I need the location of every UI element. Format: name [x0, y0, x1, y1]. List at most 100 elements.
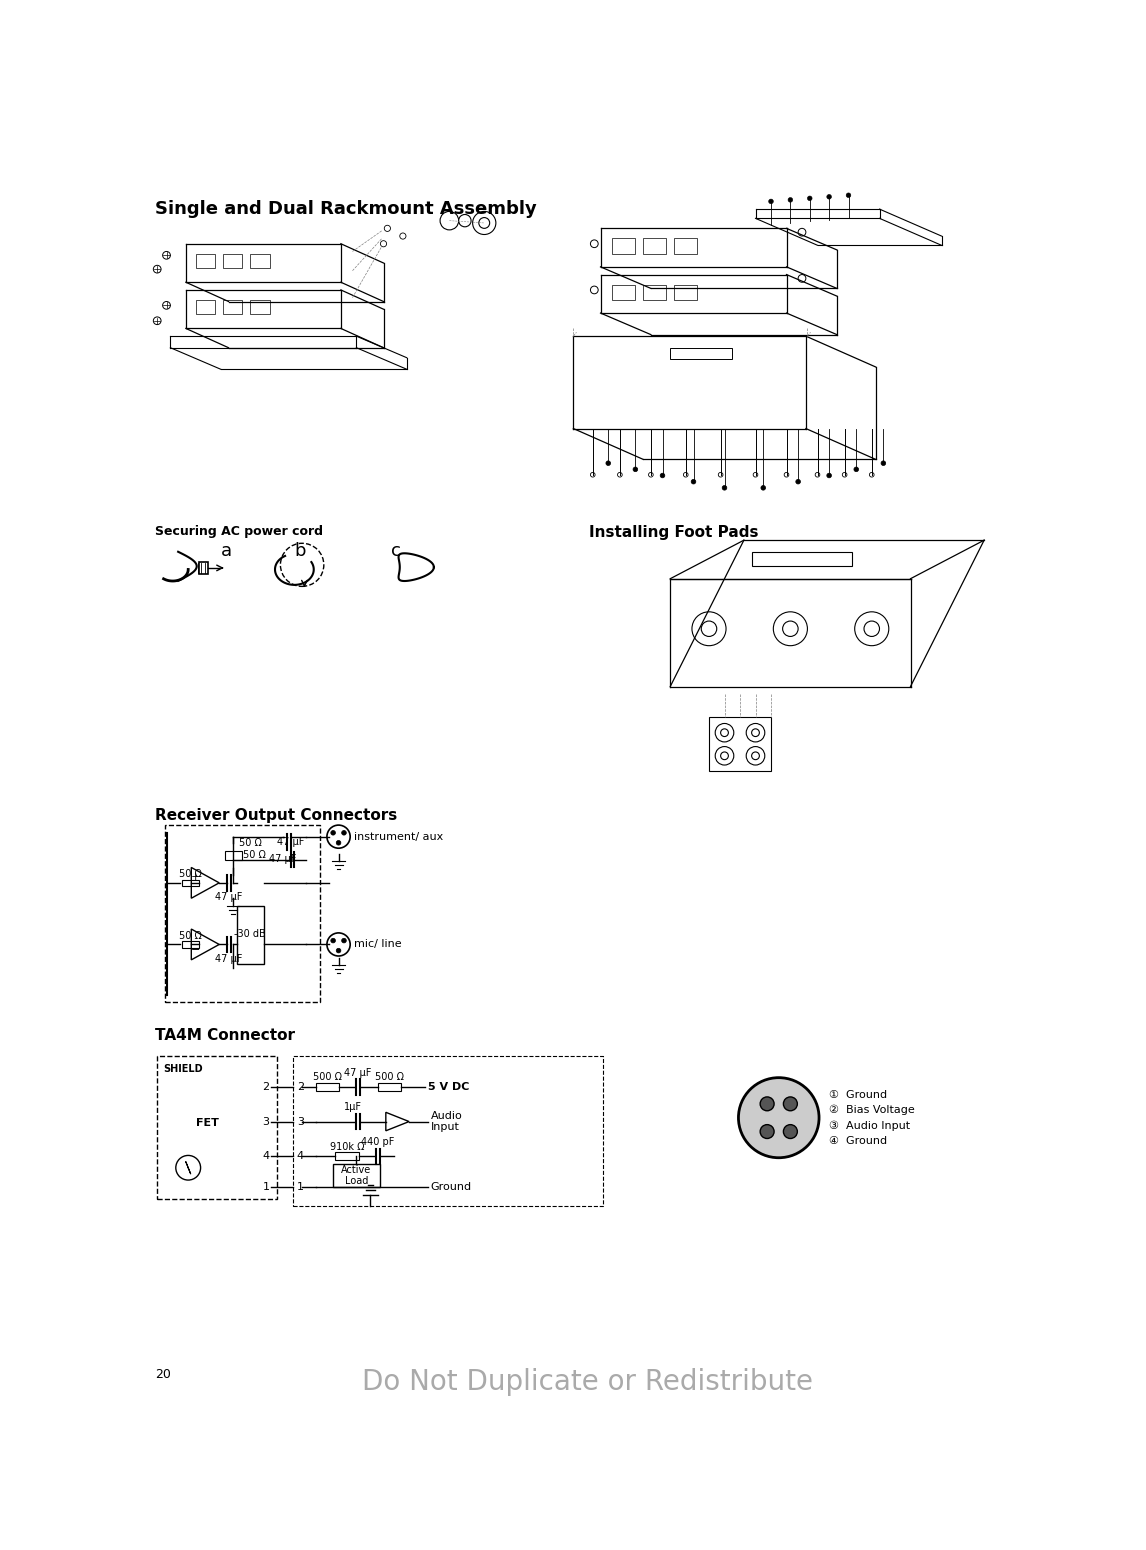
- Circle shape: [746, 724, 764, 742]
- Bar: [250, 301, 269, 313]
- Circle shape: [788, 197, 793, 202]
- Bar: [165, 825, 320, 1003]
- Circle shape: [342, 831, 346, 835]
- Bar: [196, 254, 215, 268]
- Bar: [643, 239, 666, 254]
- Text: 440 pF: 440 pF: [361, 1138, 394, 1147]
- Text: SHIELD: SHIELD: [164, 1063, 203, 1074]
- Circle shape: [590, 287, 598, 294]
- Circle shape: [336, 949, 340, 953]
- Text: 50 Ω: 50 Ω: [243, 849, 266, 860]
- Circle shape: [864, 622, 879, 637]
- Circle shape: [784, 1125, 798, 1139]
- Circle shape: [746, 747, 764, 766]
- Circle shape: [846, 192, 850, 197]
- Text: Do Not Duplicate or Redistribute: Do Not Duplicate or Redistribute: [362, 1369, 813, 1397]
- Text: 47 µF: 47 µF: [214, 953, 242, 964]
- Bar: [225, 851, 242, 860]
- Circle shape: [701, 622, 716, 637]
- Circle shape: [738, 1077, 819, 1158]
- Bar: [670, 347, 732, 360]
- Circle shape: [784, 473, 788, 477]
- Circle shape: [752, 752, 760, 760]
- Circle shape: [753, 473, 758, 477]
- Circle shape: [854, 467, 858, 471]
- Circle shape: [327, 825, 351, 848]
- Circle shape: [590, 473, 595, 477]
- Text: 3: 3: [262, 1116, 269, 1127]
- Text: Audio
Input: Audio Input: [431, 1111, 463, 1133]
- Bar: [612, 239, 635, 254]
- Circle shape: [752, 728, 760, 736]
- Text: FET: FET: [196, 1118, 219, 1128]
- Bar: [752, 552, 853, 566]
- Circle shape: [380, 240, 386, 246]
- Bar: [182, 941, 199, 947]
- Text: 3: 3: [297, 1116, 304, 1127]
- Circle shape: [769, 198, 774, 203]
- Text: 500 Ω: 500 Ω: [375, 1073, 405, 1082]
- Bar: [674, 285, 698, 301]
- Bar: [157, 1056, 277, 1198]
- Circle shape: [479, 217, 489, 228]
- Text: mic/ line: mic/ line: [354, 939, 402, 950]
- Circle shape: [683, 473, 688, 477]
- Circle shape: [154, 265, 162, 273]
- Circle shape: [440, 211, 458, 229]
- Text: ②  Bias Voltage: ② Bias Voltage: [829, 1105, 915, 1114]
- Text: 5 V DC: 5 V DC: [429, 1082, 470, 1091]
- Bar: [612, 285, 635, 301]
- Bar: [196, 301, 215, 313]
- Text: −: −: [191, 946, 201, 955]
- Bar: [250, 254, 269, 268]
- Text: 4: 4: [262, 1152, 269, 1161]
- Text: Ground: Ground: [431, 1183, 472, 1192]
- Circle shape: [154, 316, 162, 324]
- Bar: [674, 239, 698, 254]
- Circle shape: [715, 747, 733, 766]
- Bar: [378, 1083, 401, 1091]
- Circle shape: [783, 622, 798, 637]
- Circle shape: [719, 473, 723, 477]
- Circle shape: [331, 938, 336, 942]
- Circle shape: [721, 728, 729, 736]
- Circle shape: [808, 195, 813, 200]
- Circle shape: [855, 612, 889, 646]
- Text: 1: 1: [297, 1183, 304, 1192]
- Circle shape: [715, 724, 733, 742]
- Bar: [316, 1083, 339, 1091]
- Bar: [182, 880, 199, 887]
- Circle shape: [175, 1155, 201, 1180]
- Text: ③  Audio Input: ③ Audio Input: [829, 1121, 910, 1130]
- Text: ①  Ground: ① Ground: [829, 1090, 887, 1099]
- Text: 4: 4: [297, 1152, 304, 1161]
- Circle shape: [327, 933, 351, 956]
- Text: Securing AC power cord: Securing AC power cord: [155, 525, 323, 538]
- Circle shape: [721, 752, 729, 760]
- Text: 500 Ω: 500 Ω: [313, 1073, 343, 1082]
- Text: 47 µF: 47 µF: [269, 854, 297, 863]
- Circle shape: [881, 460, 886, 465]
- Circle shape: [606, 460, 611, 465]
- Text: 910k Ω: 910k Ω: [330, 1142, 364, 1152]
- Circle shape: [826, 194, 832, 198]
- Bar: [333, 1164, 379, 1187]
- Circle shape: [760, 1097, 774, 1111]
- Bar: [199, 561, 209, 574]
- Circle shape: [163, 251, 171, 259]
- Circle shape: [163, 302, 171, 308]
- Text: a: a: [221, 542, 231, 560]
- Bar: [643, 285, 666, 301]
- Text: 50 Ω: 50 Ω: [179, 870, 202, 879]
- Circle shape: [400, 232, 406, 239]
- Bar: [709, 718, 771, 772]
- Circle shape: [633, 467, 637, 471]
- Text: 20: 20: [155, 1369, 171, 1381]
- Text: instrument/ aux: instrument/ aux: [354, 832, 444, 842]
- Text: b: b: [295, 542, 306, 560]
- Circle shape: [692, 612, 727, 646]
- Circle shape: [336, 840, 340, 845]
- Circle shape: [774, 612, 808, 646]
- Text: 47 µF: 47 µF: [214, 893, 242, 902]
- Circle shape: [691, 479, 696, 484]
